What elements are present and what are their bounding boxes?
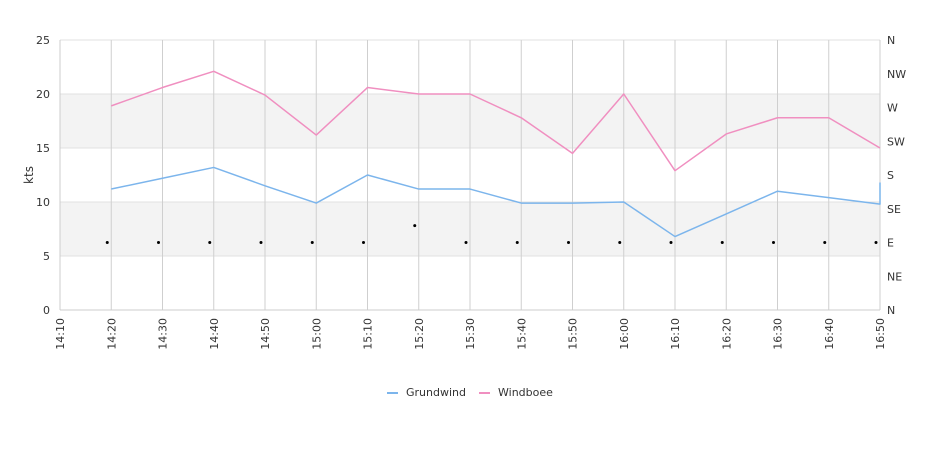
y2-tick-label: E: [887, 237, 894, 250]
y2-tick-label: NE: [887, 270, 902, 283]
axes: [59, 40, 880, 311]
series-line-grundwind: [111, 166, 881, 238]
x-tick-label: 16:50: [874, 318, 887, 350]
x-tick-label: 14:50: [259, 318, 272, 350]
direction-markers: [105, 224, 878, 244]
y-axis-title: kts: [22, 166, 36, 184]
series-line-windboee: [110, 70, 881, 172]
direction-marker: [720, 241, 724, 244]
x-tick-label: 14:20: [105, 318, 118, 350]
direction-marker: [874, 241, 878, 244]
direction-marker: [208, 241, 212, 244]
direction-marker: [823, 241, 827, 244]
legend: Grundwind Windboee: [387, 386, 553, 399]
direction-marker: [567, 241, 570, 244]
x-axis-tick-labels: 14:10 14:20 14:30 14:40 14:50 15:00 15:10 15:20…: [54, 318, 887, 350]
vertical-gridlines: [110, 40, 881, 310]
x-tick-label: 15:40: [515, 318, 528, 350]
y-axis-tick-labels: 0 5 10 15 20 25: [36, 34, 50, 317]
legend-label-grundwind: Grundwind: [406, 386, 466, 399]
y2-tick-label: SW: [887, 135, 905, 148]
y2-tick-label: NW: [887, 68, 906, 81]
y-tick-label: 10: [36, 196, 50, 209]
y-tick-label: 5: [43, 250, 50, 263]
direction-marker: [515, 241, 519, 244]
direction-marker: [259, 241, 263, 244]
y2-tick-label: W: [887, 102, 898, 115]
x-tick-label: 16:00: [618, 318, 631, 350]
legend-label-windboee: Windboee: [498, 386, 553, 399]
direction-marker: [310, 241, 314, 244]
x-tick-label: 15:50: [567, 318, 580, 350]
x-tick-label: 16:40: [823, 318, 836, 350]
y-tick-label: 20: [36, 88, 50, 101]
direction-marker: [105, 241, 109, 244]
x-tick-label: 14:10: [54, 318, 67, 350]
direction-marker: [772, 241, 775, 244]
y2-tick-label: SE: [887, 203, 901, 216]
x-tick-label: 15:10: [362, 318, 375, 350]
direction-marker: [157, 241, 160, 244]
y2-axis-tick-labels: N NE E SE S SW W NW N: [887, 34, 906, 317]
y2-tick-label: S: [887, 169, 894, 182]
x-tick-label: 16:10: [669, 318, 682, 350]
y2-tick-label: N: [887, 34, 895, 47]
direction-marker: [362, 241, 365, 244]
x-tick-label: 15:00: [310, 318, 323, 350]
x-tick-label: 15:20: [413, 318, 426, 350]
y-tick-label: 25: [36, 34, 50, 47]
x-tick-label: 14:40: [208, 318, 221, 350]
y2-tick-label: N: [887, 304, 895, 317]
direction-marker: [669, 241, 673, 244]
x-tick-label: 16:30: [772, 318, 785, 350]
x-tick-label: 15:30: [464, 318, 477, 350]
x-tick-label: 16:20: [720, 318, 733, 350]
x-tick-label: 14:30: [157, 318, 170, 350]
y-tick-label: 0: [43, 304, 50, 317]
direction-marker: [464, 241, 468, 244]
series-lines: [110, 70, 881, 238]
direction-marker: [413, 224, 417, 228]
y-tick-label: 15: [36, 142, 50, 155]
direction-marker: [618, 241, 622, 244]
